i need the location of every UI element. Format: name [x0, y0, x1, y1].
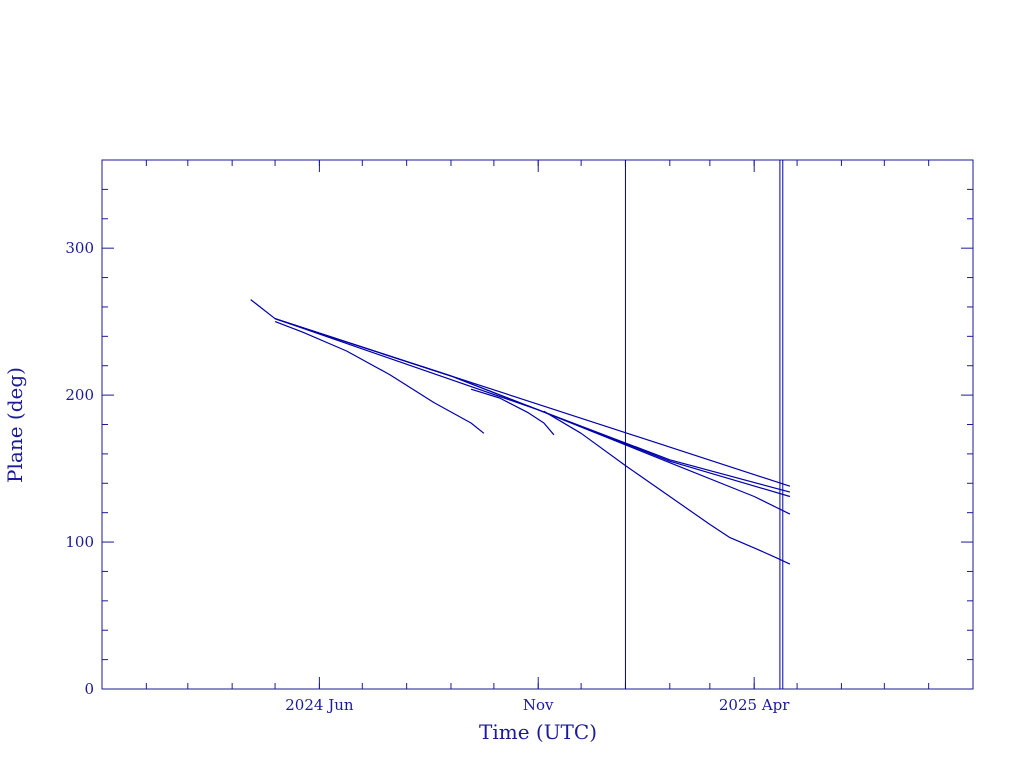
series-line-1: [250, 299, 791, 487]
axis-ticks: [102, 160, 973, 689]
series-line-7: [543, 410, 791, 565]
series-line-5: [274, 321, 485, 434]
x-tick-label: 2024 Jun: [285, 696, 354, 714]
series-group: [250, 299, 791, 565]
series-line-6: [470, 388, 555, 436]
y-tick-label: 100: [65, 533, 94, 551]
tick-labels: 0 100 200 300 2024 Jun Nov 2025 Apr: [65, 239, 790, 714]
vertical-markers: [624, 160, 784, 689]
series-line-2: [274, 318, 791, 493]
y-axis-label: Plane (deg): [3, 367, 27, 483]
x-axis-label: Time (UTC): [479, 720, 597, 744]
series-line-4: [274, 318, 791, 515]
plot-frame: [101, 159, 974, 690]
x-tick-label: 2025 Apr: [719, 696, 790, 714]
y-tick-label: 300: [65, 239, 94, 257]
y-tick-label: 0: [84, 680, 94, 698]
y-tick-label: 200: [65, 386, 94, 404]
x-tick-label: Nov: [523, 696, 554, 714]
